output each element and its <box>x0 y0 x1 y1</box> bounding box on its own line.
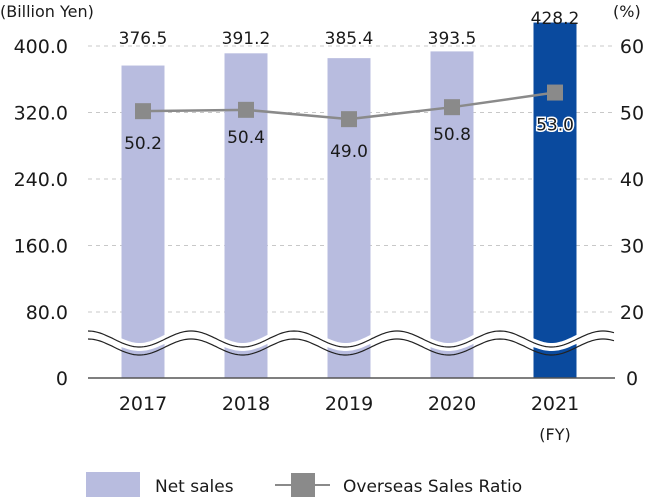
bars <box>121 22 577 379</box>
break-line <box>87 338 615 356</box>
left-tick-label: 80.0 <box>26 302 68 324</box>
bar-value-label: 428.2 <box>531 9 580 29</box>
right-tick-label: 0 <box>626 368 638 390</box>
ratio-value-label: 50.2 <box>124 134 162 154</box>
right-axis-ticks: 60 50 40 30 20 0 <box>620 36 644 390</box>
ratio-line <box>135 84 563 128</box>
left-tick-label: 0 <box>56 368 68 390</box>
ratio-value-label: 50.4 <box>227 128 265 148</box>
ratio-value-label: 53.0 <box>536 116 574 136</box>
x-tick-label: 2017 <box>119 393 167 415</box>
ratio-marker <box>135 103 151 120</box>
x-tick-label: 2019 <box>325 393 373 415</box>
right-tick-label: 50 <box>620 103 644 125</box>
x-unit-label: (FY) <box>539 425 570 444</box>
bar-value-label: 393.5 <box>428 29 477 49</box>
ratio-marker <box>547 84 563 101</box>
x-tick-label: 2020 <box>428 393 476 415</box>
right-tick-label: 20 <box>620 302 644 324</box>
legend-swatch-net-sales <box>86 472 140 497</box>
ratio-marker <box>444 99 460 116</box>
legend-marker-overseas <box>291 473 315 497</box>
x-axis-ticks: 2017 2018 2019 2020 2021 <box>119 393 579 415</box>
bar-value-label: 391.2 <box>222 29 271 49</box>
x-tick-label: 2021 <box>531 393 579 415</box>
bar-2019 <box>327 58 371 378</box>
right-axis-label: (%) <box>613 2 641 21</box>
left-tick-label: 400.0 <box>14 36 68 58</box>
right-tick-label: 30 <box>620 236 644 258</box>
left-tick-label: 160.0 <box>14 236 68 258</box>
ratio-value-label: 49.0 <box>330 142 368 162</box>
break-line <box>87 330 615 348</box>
axis-break <box>87 326 615 356</box>
legend-label-net-sales: Net sales <box>155 477 234 497</box>
legend-label-overseas: Overseas Sales Ratio <box>343 477 522 497</box>
bar-value-label: 385.4 <box>325 29 374 49</box>
bar-value-labels: 376.5 391.2 385.4 393.5 428.2 <box>119 9 580 49</box>
left-axis-ticks: 400.0 320.0 240.0 160.0 80.0 0 <box>14 36 68 390</box>
bar-2021 <box>533 22 577 379</box>
right-tick-label: 60 <box>620 36 644 58</box>
left-axis-label: (Billion Yen) <box>0 2 94 21</box>
x-tick-label: 2018 <box>222 393 270 415</box>
bar-value-label: 376.5 <box>119 29 168 49</box>
ratio-marker <box>341 111 357 128</box>
ratio-value-label: 50.8 <box>433 125 471 145</box>
left-tick-label: 320.0 <box>14 103 68 125</box>
ratio-value-labels: 50.2 50.4 49.0 50.8 53.0 <box>124 114 575 162</box>
right-tick-label: 40 <box>620 169 644 191</box>
left-tick-label: 240.0 <box>14 169 68 191</box>
legend: Net sales Overseas Sales Ratio <box>86 472 522 497</box>
ratio-marker <box>238 101 254 118</box>
